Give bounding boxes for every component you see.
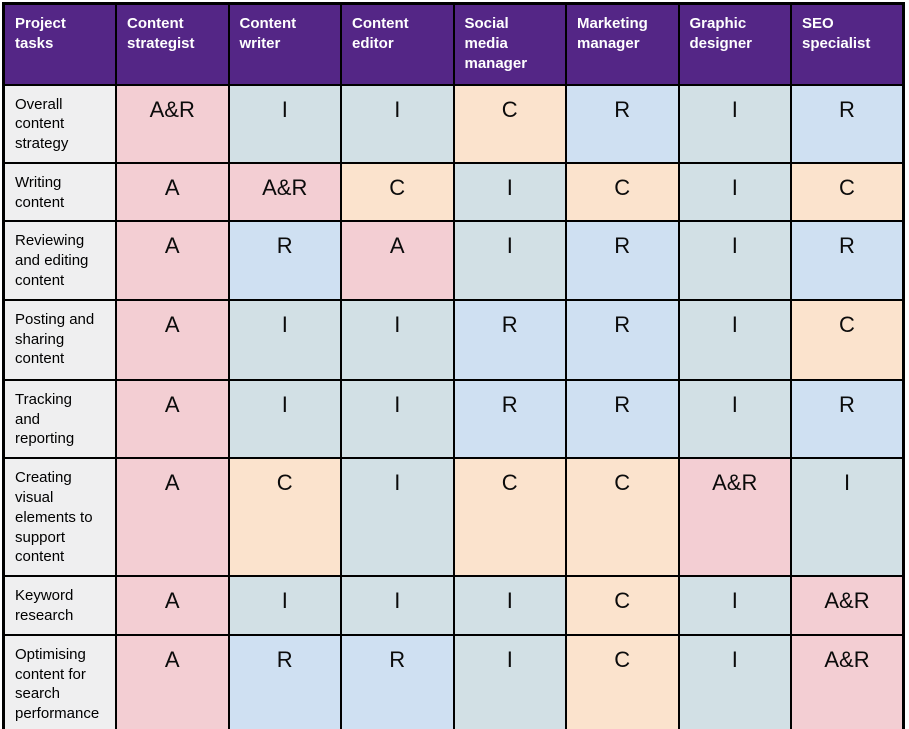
task-label: Overall content strategy xyxy=(2,83,117,164)
raci-cell: A&R xyxy=(677,457,792,578)
raci-cell: R xyxy=(340,633,455,729)
raci-cell: I xyxy=(340,298,455,381)
raci-cell: R xyxy=(565,83,680,164)
task-label: Posting and sharing content xyxy=(2,298,117,381)
task-label: Tracking and reporting xyxy=(2,378,117,460)
raci-cell: R xyxy=(452,298,567,381)
raci-cell: A xyxy=(115,220,230,301)
raci-cell: I xyxy=(677,633,792,729)
raci-cell: R xyxy=(227,220,342,301)
raci-cell: R xyxy=(227,633,342,729)
raci-cell: C xyxy=(227,457,342,578)
column-header-content-writer: Content writer xyxy=(227,2,342,86)
header-row: Project tasks Content strategist Content w… xyxy=(2,2,905,86)
column-header-project-tasks: Project tasks xyxy=(2,2,117,86)
table-header: Project tasks Content strategist Content w… xyxy=(2,2,905,86)
raci-cell: I xyxy=(452,575,567,636)
raci-cell: I xyxy=(340,83,455,164)
raci-cell: A&R xyxy=(790,575,905,636)
table-body: Overall content strategy A&R I I C R I R Writing… xyxy=(2,83,905,729)
raci-cell: A xyxy=(115,575,230,636)
raci-cell: I xyxy=(677,161,792,223)
raci-cell: I xyxy=(677,298,792,381)
raci-cell: I xyxy=(452,161,567,223)
raci-cell: C xyxy=(565,161,680,223)
table-row: Posting and sharing content A I I R R I C xyxy=(2,298,905,381)
raci-cell: I xyxy=(677,220,792,301)
raci-cell: I xyxy=(677,83,792,164)
task-label: Reviewing and editing content xyxy=(2,220,117,301)
raci-cell: I xyxy=(677,378,792,460)
raci-cell: I xyxy=(340,457,455,578)
raci-cell: C xyxy=(340,161,455,223)
column-header-content-strategist: Content strategist xyxy=(115,2,230,86)
raci-cell: A&R xyxy=(227,161,342,223)
raci-cell: C xyxy=(790,298,905,381)
raci-cell: I xyxy=(677,575,792,636)
raci-cell: I xyxy=(227,575,342,636)
raci-cell: R xyxy=(565,378,680,460)
raci-cell: A xyxy=(115,457,230,578)
raci-cell: C xyxy=(452,83,567,164)
table-row: Creating visual elements to support cont… xyxy=(2,457,905,578)
raci-cell: R xyxy=(790,378,905,460)
table-row: Optimising content for search performanc… xyxy=(2,633,905,729)
raci-cell: I xyxy=(340,575,455,636)
raci-cell: A xyxy=(115,633,230,729)
raci-cell: C xyxy=(565,575,680,636)
raci-cell: R xyxy=(452,378,567,460)
table-row: Writing content A A&R C I C I C xyxy=(2,161,905,223)
column-header-graphic-designer: Graphic designer xyxy=(677,2,792,86)
table-row: Keyword research A I I I C I A&R xyxy=(2,575,905,636)
raci-cell: R xyxy=(565,298,680,381)
raci-cell: I xyxy=(452,633,567,729)
raci-cell: I xyxy=(227,298,342,381)
raci-cell: A xyxy=(115,161,230,223)
raci-cell: I xyxy=(452,220,567,301)
table-row: Reviewing and editing content A R A I R I R xyxy=(2,220,905,301)
table-row: Tracking and reporting A I I R R I R xyxy=(2,378,905,460)
column-header-marketing-manager: Marketing manager xyxy=(565,2,680,86)
raci-cell: C xyxy=(452,457,567,578)
raci-cell: I xyxy=(790,457,905,578)
raci-cell: R xyxy=(565,220,680,301)
task-label: Writing content xyxy=(2,161,117,223)
raci-cell: A xyxy=(115,298,230,381)
raci-cell: A&R xyxy=(115,83,230,164)
raci-cell: A xyxy=(115,378,230,460)
table-row: Overall content strategy A&R I I C R I R xyxy=(2,83,905,164)
raci-cell: I xyxy=(227,378,342,460)
raci-cell: R xyxy=(790,83,905,164)
raci-cell: A&R xyxy=(790,633,905,729)
column-header-social-media-manager: Social media manager xyxy=(452,2,567,86)
raci-cell: R xyxy=(790,220,905,301)
task-label: Keyword research xyxy=(2,575,117,636)
raci-cell: C xyxy=(565,633,680,729)
column-header-seo-specialist: SEO specialist xyxy=(790,2,905,86)
raci-cell: C xyxy=(790,161,905,223)
raci-cell: I xyxy=(227,83,342,164)
raci-cell: I xyxy=(340,378,455,460)
raci-cell: C xyxy=(565,457,680,578)
raci-cell: A xyxy=(340,220,455,301)
task-label: Creating visual elements to support cont… xyxy=(2,457,117,578)
column-header-content-editor: Content editor xyxy=(340,2,455,86)
task-label: Optimising content for search performanc… xyxy=(2,633,117,729)
